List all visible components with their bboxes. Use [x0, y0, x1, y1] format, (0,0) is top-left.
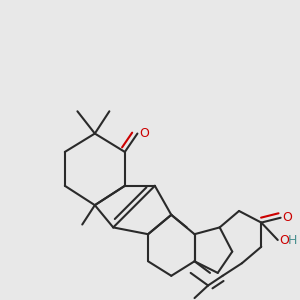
Text: O: O [283, 211, 292, 224]
Text: O: O [280, 233, 290, 247]
Text: O: O [140, 127, 149, 140]
Text: H: H [287, 233, 297, 247]
